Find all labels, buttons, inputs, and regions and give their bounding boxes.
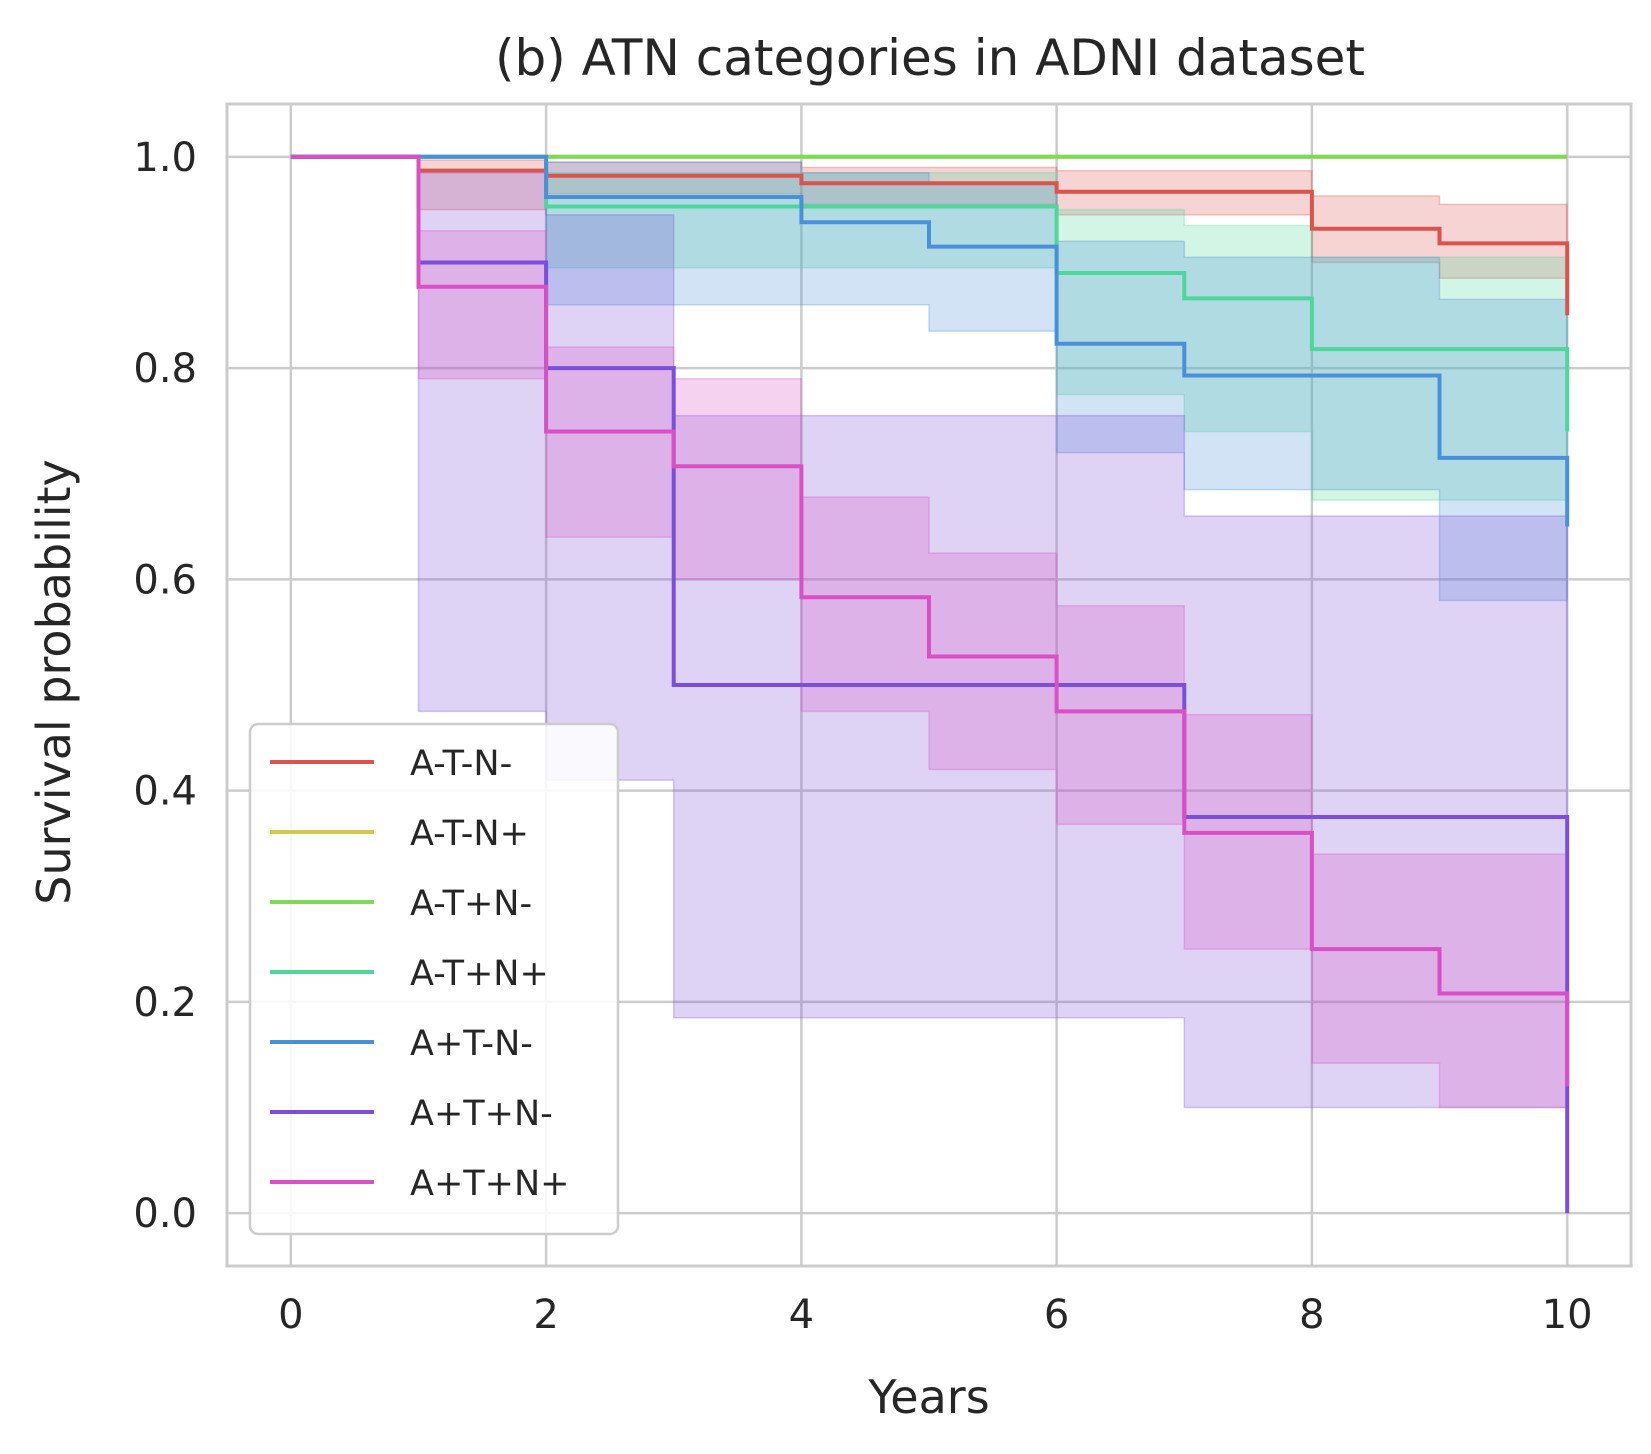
x-axis-ticks: 0 2 4 6 8 10 (278, 1292, 1593, 1338)
y-tick-label: 0.8 (133, 346, 197, 392)
survival-curve-1 (290, 154, 1570, 316)
legend-entry-label: A-T+N+ (410, 954, 549, 994)
legend-box (248, 722, 620, 1236)
survival-curve-5 (290, 154, 1570, 527)
legend-entry-label: A+T-N- (410, 1024, 533, 1064)
x-tick-label: 2 (533, 1292, 558, 1338)
y-axis-ticks: 0.0 0.2 0.4 0.6 0.8 1.0 (133, 135, 197, 1237)
legend-entry-label: A-T-N- (410, 744, 512, 784)
y-tick-label: 1.0 (133, 135, 197, 181)
survival-curves (290, 154, 1570, 1214)
chart-title: (b) ATN categories in ADNI dataset (495, 29, 1365, 87)
legend-entry-label: A+T+N- (410, 1094, 553, 1134)
x-tick-label: 4 (789, 1292, 814, 1338)
survival-curve-7 (290, 154, 1570, 1087)
legend-entry-label: A+T+N+ (410, 1164, 569, 1204)
confidence-band-1 (290, 156, 1568, 316)
y-tick-label: 0.6 (133, 557, 197, 603)
x-tick-label: 8 (1299, 1292, 1324, 1338)
legend-entry-label: A-T+N- (410, 884, 532, 924)
x-tick-label: 0 (278, 1292, 303, 1338)
y-axis-label: Survival probability (27, 459, 81, 905)
legend-entry-label: A-T-N+ (410, 814, 529, 854)
x-axis-label: Years (867, 1370, 989, 1424)
y-tick-label: 0.0 (133, 1191, 197, 1237)
y-tick-label: 0.4 (133, 769, 197, 815)
x-tick-label: 6 (1044, 1292, 1069, 1338)
plot-frame (225, 102, 1633, 1268)
y-tick-label: 0.2 (133, 980, 197, 1026)
legend: A-T-N- A-T-N+ A-T+N- A-T+N+ A+T-N- A+T+N- A+T+… (248, 722, 620, 1236)
x-tick-label: 10 (1542, 1292, 1593, 1338)
